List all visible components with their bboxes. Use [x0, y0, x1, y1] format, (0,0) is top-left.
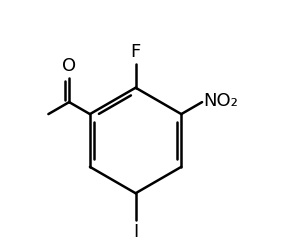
Text: I: I: [133, 223, 138, 241]
Text: NO₂: NO₂: [203, 92, 238, 110]
Text: O: O: [62, 57, 76, 75]
Text: F: F: [130, 43, 141, 61]
